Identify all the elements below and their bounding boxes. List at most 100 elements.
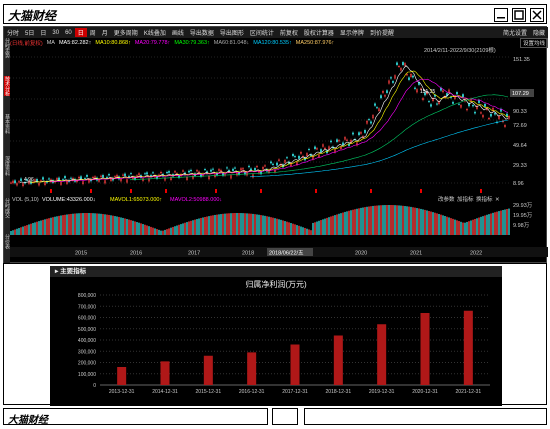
candle — [408, 77, 410, 80]
volume-bar — [304, 227, 306, 235]
y-tick-label: 200,000 — [78, 361, 96, 367]
volume-bar — [426, 210, 428, 235]
date-range: 2014/2/11-2022/9/30(2109根) — [424, 48, 496, 54]
candle — [210, 169, 212, 172]
moving-average-line — [29, 70, 509, 183]
candle — [454, 95, 456, 99]
menu-item-10[interactable]: 画线 — [171, 31, 184, 37]
candle — [106, 176, 108, 179]
candle — [324, 147, 326, 149]
volume-bar — [166, 229, 168, 235]
menu-item-8[interactable]: 更多周期 — [113, 31, 138, 37]
ma-settings-button[interactable]: 设置均线 — [519, 37, 548, 48]
volume-bar — [210, 215, 212, 235]
menu-item-6[interactable]: 周 — [89, 31, 96, 37]
maximize-button[interactable] — [512, 8, 526, 22]
menu-item-4[interactable]: 60 — [65, 29, 72, 36]
candle — [98, 179, 100, 182]
volume-bar — [450, 218, 452, 235]
side-tab-5[interactable]: 分价表 — [4, 234, 10, 249]
side-tab-3[interactable]: 深度资料 — [4, 156, 10, 176]
candle — [338, 140, 340, 142]
candle — [308, 148, 310, 151]
bar-2014-12-31 — [160, 361, 170, 385]
candle — [462, 94, 464, 98]
time-axis-label: 2015 — [75, 251, 87, 257]
menu-item-0[interactable]: 分时 — [7, 31, 20, 37]
candle — [372, 115, 374, 119]
side-tab-2[interactable]: 基本资料 — [4, 114, 10, 134]
volume-bar — [68, 214, 70, 235]
menu-item-9[interactable]: K线叠加 — [143, 31, 166, 37]
volume-control-3[interactable]: ✕ — [495, 197, 500, 203]
volume-bar — [122, 217, 124, 235]
profit-bar-chart: 归属净利润(万元) 0 100,000 200,000 300,000 400,000 50… — [78, 279, 490, 395]
volume-bar — [424, 209, 426, 235]
candle — [270, 161, 272, 164]
panel-header: ▸ 主要指标 — [50, 266, 502, 277]
volume-bar — [206, 216, 208, 235]
moving-average-line — [49, 78, 509, 183]
volume-bar — [228, 213, 230, 235]
candle — [474, 111, 476, 114]
menu-right-item-1[interactable]: 隐藏 — [532, 31, 545, 37]
menu-item-16[interactable]: 显示停牌 — [339, 31, 364, 37]
volume-bar — [82, 213, 84, 235]
candle — [336, 139, 338, 142]
side-tab-1[interactable]: 技术分析 — [4, 76, 10, 96]
volume-axis-label: 19.95万 — [513, 212, 533, 219]
volume-bar — [332, 215, 334, 235]
candle — [40, 180, 42, 182]
menu-item-14[interactable]: 前复权 — [279, 31, 298, 37]
menu-item-3[interactable]: 30 — [52, 29, 60, 36]
volume-bar — [180, 224, 182, 235]
volume-bar — [404, 206, 406, 235]
key-indicators-panel: ▸ 主要指标 归属净利润(万元) 0 100,000 200,000 300,000 40… — [50, 266, 502, 406]
side-tab-4[interactable]: 分时成交 — [4, 198, 10, 218]
candle — [218, 169, 220, 171]
bar-2013-12-31 — [117, 367, 127, 385]
volume-bar — [330, 216, 332, 235]
menu-item-5[interactable]: 日 — [74, 28, 87, 37]
volume-bar — [132, 220, 134, 235]
candle — [314, 146, 316, 149]
menu-item-17[interactable]: 到价提醒 — [369, 31, 394, 37]
menu-item-13[interactable]: 区间统计 — [249, 31, 274, 37]
volume-bar — [310, 230, 312, 235]
volume-bar — [244, 213, 246, 235]
volume-bar — [232, 213, 234, 235]
volume-control-1[interactable]: 加指标 — [457, 195, 474, 203]
candle — [168, 171, 170, 173]
candle — [20, 178, 22, 182]
event-marker — [90, 189, 92, 193]
time-axis-label: 2016 — [130, 251, 142, 257]
menu-item-1[interactable]: 5日 — [25, 31, 35, 37]
minimize-button[interactable] — [494, 8, 508, 22]
volume-bar — [158, 229, 160, 235]
volume-bar — [176, 225, 178, 235]
menu-item-12[interactable]: 导出图形 — [219, 31, 244, 37]
candle — [488, 118, 490, 120]
volume-bar — [224, 213, 226, 235]
volume-bar — [138, 222, 140, 235]
candlestick-chart[interactable]: 151.35107.2990.3372.6949.6429.338.96107.… — [10, 47, 548, 264]
menu-right-item-0[interactable]: 简尤设置 — [502, 31, 527, 37]
side-tab-0[interactable]: 分时走势 — [4, 38, 10, 58]
bar-2016-12-31 — [247, 352, 257, 385]
bottom-small-box — [272, 408, 298, 425]
candle — [296, 162, 298, 165]
volume-control-2[interactable]: 换指标 — [476, 195, 493, 203]
menu-item-15[interactable]: 股权计算器 — [303, 31, 334, 37]
candle — [116, 174, 118, 177]
menu-item-11[interactable]: 导出数据 — [189, 31, 214, 37]
volume-control-0[interactable]: 改参数 — [438, 195, 455, 203]
menu-item-7[interactable]: 月 — [101, 31, 108, 37]
close-button[interactable] — [530, 8, 544, 22]
volume-bar — [172, 226, 174, 235]
volume-bar — [420, 208, 422, 235]
candle — [300, 152, 302, 154]
candle — [82, 181, 84, 185]
volume-bar — [312, 222, 314, 235]
indicator-label: (日线,前复权) — [10, 40, 43, 47]
menu-item-2[interactable]: 日 — [40, 31, 47, 37]
